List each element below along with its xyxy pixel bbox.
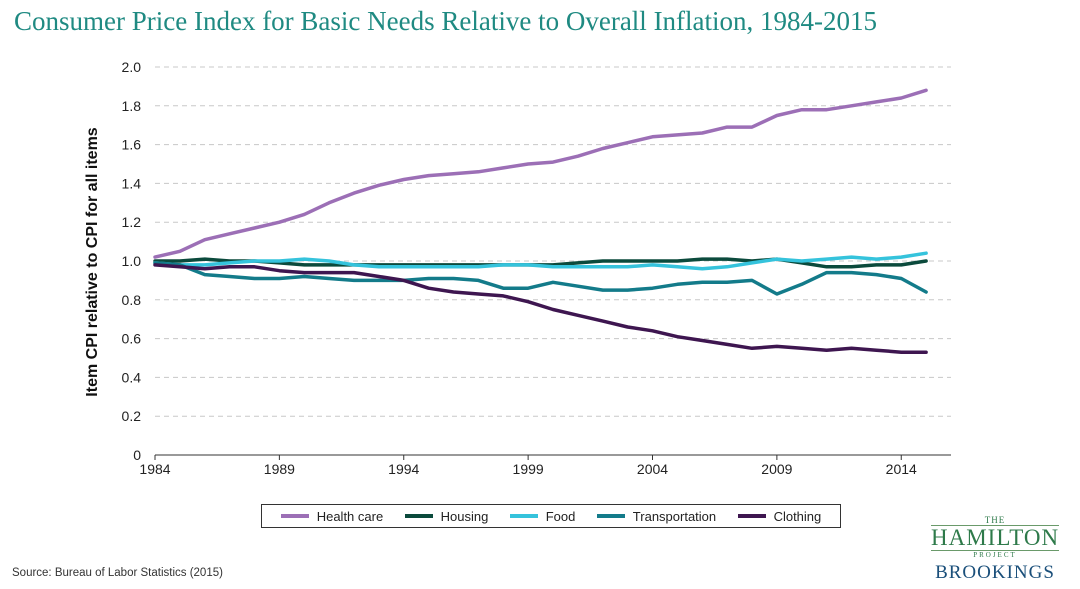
y-axis-label: Item CPI relative to CPI for all items	[84, 127, 101, 397]
y-tick-label: 1.8	[122, 98, 142, 114]
legend-label: Transportation	[632, 508, 717, 524]
chart-title: Consumer Price Index for Basic Needs Rel…	[14, 6, 878, 36]
logo-project: PROJECT	[973, 551, 1017, 559]
x-tick-label: 1989	[264, 461, 295, 477]
legend-swatch	[737, 514, 766, 518]
legend-label: Health care	[316, 508, 384, 524]
legend-item-food: Food	[509, 508, 576, 524]
series-line-clothing	[153, 263, 928, 354]
series-line-transportation	[153, 261, 928, 296]
y-tick-label: 0	[133, 447, 141, 463]
y-tick-labels: 0 0.2 0.4 0.6 0.8 1.0 1.2 1.4 1.6 1.8 2.0	[122, 59, 142, 463]
legend-item-health-care: Health care	[280, 508, 384, 524]
line-chart: 0 0.2 0.4 0.6 0.8 1.0 1.2 1.4 1.6 1.8 2.0 1984 1989…	[84, 59, 951, 477]
series-line-health-care	[153, 88, 928, 259]
hamilton-brookings-logo: THE HAMILTON PROJECT BROOKINGS	[922, 516, 1068, 584]
legend-swatch	[596, 514, 625, 518]
legend-item-clothing: Clothing	[737, 508, 822, 524]
legend-item-housing: Housing	[404, 508, 489, 524]
y-tick-label: 1.2	[122, 214, 142, 230]
y-tick-label: 1.6	[122, 137, 142, 153]
logo-brookings: BROOKINGS	[935, 562, 1055, 583]
gridlines	[155, 66, 951, 417]
legend-swatch	[404, 514, 433, 518]
x-tick-labels: 1984 1989 1994 1999 2004 2009 2014	[139, 455, 917, 477]
legend-swatch	[280, 514, 309, 518]
y-tick-label: 0.8	[122, 292, 142, 308]
legend-item-transportation: Transportation	[596, 508, 717, 524]
logo-the: THE	[984, 515, 1006, 525]
series-lines	[153, 88, 928, 354]
y-tick-label: 2.0	[122, 59, 142, 75]
x-tick-label: 2004	[637, 461, 668, 477]
legend-label: Clothing	[773, 508, 822, 524]
logo-hamilton: HAMILTON	[931, 525, 1060, 551]
legend: Health care Housing Food Transportation Clot…	[261, 504, 841, 528]
y-tick-label: 1.0	[122, 253, 142, 269]
y-tick-label: 0.4	[122, 369, 142, 385]
source-note: Source: Bureau of Labor Statistics (2015…	[12, 567, 223, 579]
x-tick-label: 1994	[388, 461, 419, 477]
legend-label: Food	[545, 508, 576, 524]
series-line-food	[153, 251, 928, 271]
x-tick-label: 2014	[886, 461, 917, 477]
legend-label: Housing	[440, 508, 489, 524]
legend-swatch	[509, 514, 538, 518]
x-tick-label: 2009	[761, 461, 792, 477]
x-tick-label: 1984	[139, 461, 170, 477]
y-tick-label: 0.6	[122, 331, 142, 347]
y-tick-label: 1.4	[122, 175, 142, 191]
x-tick-label: 1999	[513, 461, 544, 477]
y-tick-label: 0.2	[122, 408, 142, 424]
